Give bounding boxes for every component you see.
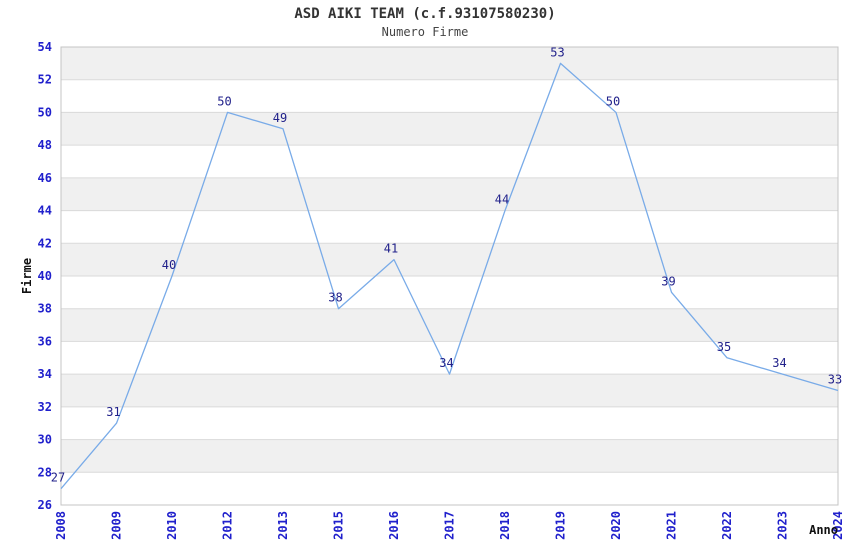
data-label: 40 xyxy=(162,258,176,272)
y-axis-title: Firme xyxy=(20,258,34,294)
x-tick-label: 2008 xyxy=(54,511,68,540)
y-tick-label: 32 xyxy=(38,400,52,414)
plot-band xyxy=(61,439,838,473)
x-tick-label: 2023 xyxy=(776,511,790,540)
y-tick-label: 50 xyxy=(38,105,52,119)
data-label: 49 xyxy=(273,111,287,125)
plot-band xyxy=(61,145,838,178)
data-label: 50 xyxy=(606,94,620,108)
x-tick-label: 2016 xyxy=(387,511,401,540)
y-tick-label: 30 xyxy=(38,433,52,447)
plot-band xyxy=(61,406,838,440)
y-tick-label: 34 xyxy=(38,367,52,381)
data-label: 27 xyxy=(51,471,65,485)
plot-band xyxy=(61,276,838,309)
x-tick-label: 2021 xyxy=(665,511,679,540)
chart-subtitle: Numero Firme xyxy=(381,25,469,39)
y-tick-label: 36 xyxy=(38,334,52,348)
data-label: 39 xyxy=(661,274,675,288)
plot-band xyxy=(61,341,838,375)
y-tick-label: 26 xyxy=(38,498,52,512)
data-label: 34 xyxy=(772,356,786,370)
x-tick-label: 2015 xyxy=(332,511,346,540)
x-axis-title: Anno xyxy=(809,523,838,537)
data-label: 53 xyxy=(550,45,564,59)
y-tick-label: 52 xyxy=(38,73,52,87)
y-tick-label: 42 xyxy=(38,236,52,250)
plot-band xyxy=(61,177,838,211)
data-label: 44 xyxy=(495,193,509,207)
data-label: 34 xyxy=(439,356,453,370)
data-label: 41 xyxy=(384,242,398,256)
plot-border xyxy=(60,46,839,506)
x-tick-label: 2024 xyxy=(831,511,845,540)
plot-band xyxy=(61,472,838,505)
data-label: 33 xyxy=(828,373,842,387)
y-tick-label: 46 xyxy=(38,171,52,185)
x-tick-label: 2009 xyxy=(110,511,124,540)
plot-band xyxy=(61,112,838,146)
plot-band xyxy=(61,374,838,407)
y-tick-label: 28 xyxy=(38,465,52,479)
x-tick-label: 2012 xyxy=(221,511,235,540)
plot-band xyxy=(61,210,838,244)
y-tick-label: 54 xyxy=(38,40,52,54)
plot-band xyxy=(61,308,838,342)
data-label: 38 xyxy=(328,291,342,305)
y-tick-label: 40 xyxy=(38,269,52,283)
x-tick-label: 2013 xyxy=(276,511,290,540)
plot-band xyxy=(61,47,838,80)
data-label: 50 xyxy=(217,94,231,108)
x-tick-label: 2019 xyxy=(554,511,568,540)
x-tick-label: 2022 xyxy=(720,511,734,540)
plot-band xyxy=(61,79,838,113)
y-tick-label: 44 xyxy=(38,204,52,218)
x-tick-label: 2017 xyxy=(443,511,457,540)
plot-band xyxy=(61,243,838,276)
x-tick-label: 2018 xyxy=(498,511,512,540)
data-label: 35 xyxy=(717,340,731,354)
x-tick-label: 2020 xyxy=(609,511,623,540)
y-tick-label: 48 xyxy=(38,138,52,152)
x-tick-label: 2010 xyxy=(165,511,179,540)
data-label: 31 xyxy=(106,405,120,419)
chart-title: ASD AIKI TEAM (c.f.93107580230) xyxy=(294,6,556,22)
y-tick-label: 38 xyxy=(38,302,52,316)
series-line xyxy=(60,62,839,490)
